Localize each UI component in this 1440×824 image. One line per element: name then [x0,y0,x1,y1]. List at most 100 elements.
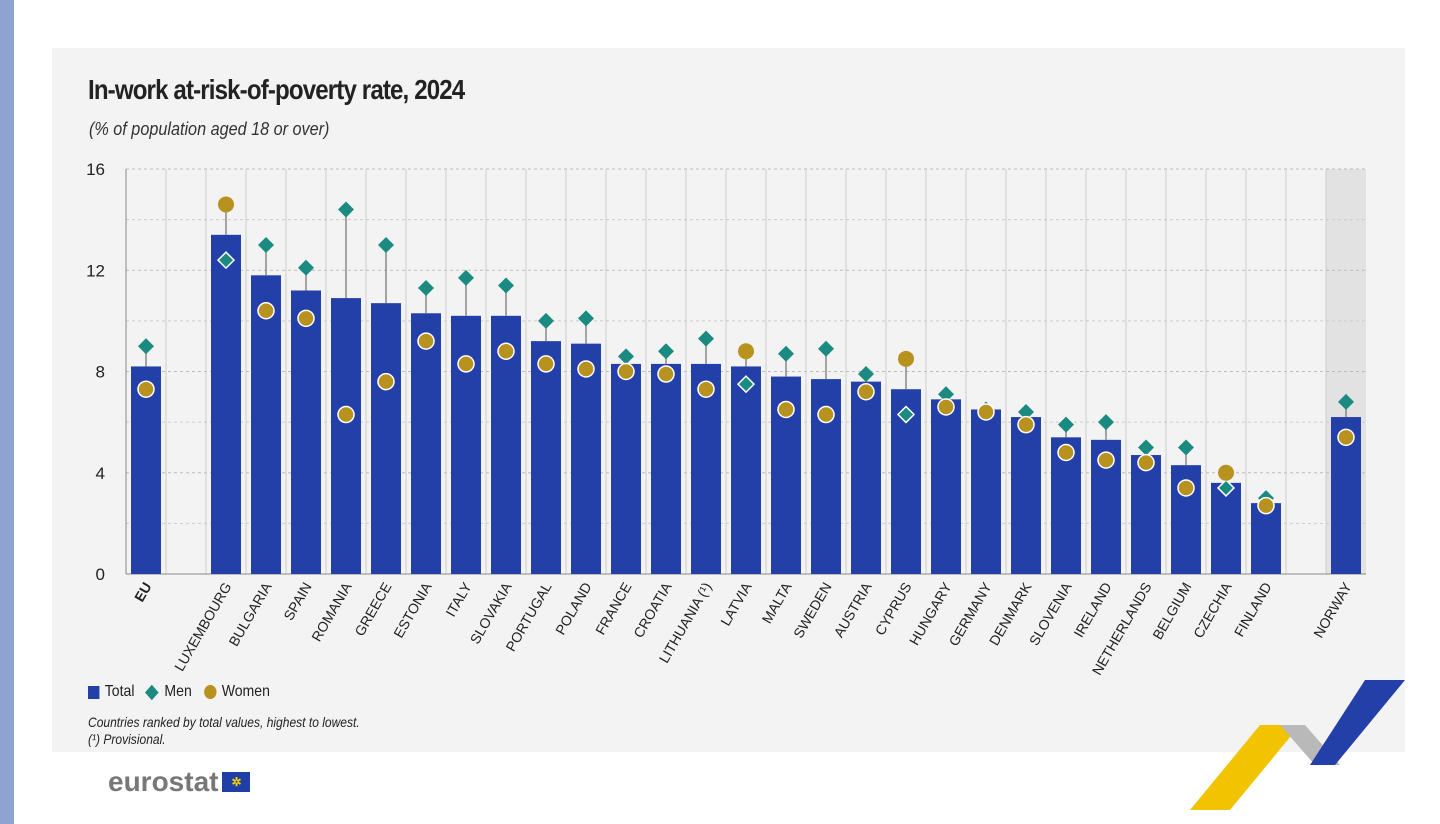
bar-total [531,341,561,574]
x-tick-label: LUXEMBOURG [171,580,235,674]
point-men [778,345,794,362]
y-tick-label: 0 [96,565,105,584]
x-tick-label: ITALY [442,579,475,619]
bar-total [651,363,681,574]
chart-subtitle: (% of population aged 18 or over) [89,119,330,139]
note-ranking: Countries ranked by total values, highes… [88,714,360,730]
bar-total [451,315,481,574]
point-women [1177,479,1195,497]
legend-men-swatch [144,684,159,700]
x-tick-label: FRANCE [592,580,635,638]
x-tick-label: EU [131,580,155,605]
point-women [337,405,355,424]
point-women [657,365,675,383]
point-women [1137,453,1155,472]
x-tick-label: FINLAND [1231,580,1275,640]
point-women [1218,464,1234,481]
y-tick-label: 4 [96,464,105,483]
legend-total-swatch [88,685,100,699]
point-women [697,380,715,398]
x-tick-label: AUSTRIA [830,579,875,640]
x-tick-label: CYPRUS [872,580,915,639]
point-men [698,330,714,347]
point-men [258,236,274,253]
point-women [1017,415,1035,434]
point-women [537,355,555,373]
point-women [1057,443,1075,462]
decorative-stripes [1190,680,1405,810]
point-men [1178,439,1194,456]
point-men [216,251,236,270]
note-provisional: (¹) Provisional. [88,731,166,747]
point-women [417,332,435,350]
point-women [1097,451,1115,469]
point-men [338,201,354,218]
point-men [938,386,954,403]
point-women [977,403,995,421]
point-women [738,343,754,360]
point-men [858,366,874,383]
point-women [297,309,315,328]
point-men [818,340,834,357]
point-men [618,348,634,365]
x-tick-label: GREECE [351,580,394,639]
y-tick-label: 12 [86,261,105,280]
x-tick-label: SPAIN [280,580,314,623]
bar-total [931,399,961,574]
point-men [1216,478,1236,497]
left-border [0,0,14,824]
legend-women: Women [221,683,270,700]
point-women [497,342,515,360]
point-men [418,279,434,296]
point-men [1098,414,1114,431]
chart-title: In-work at-risk-of-poverty rate, 2024 [88,74,465,105]
point-men [658,343,674,360]
point-men [1058,416,1074,433]
point-men [538,312,554,329]
x-tick-label: LATVIA [717,579,755,628]
bar-total [291,290,321,574]
x-tick-label: ROMANIA [308,579,355,644]
logo-text: eurostat [108,766,219,797]
legend-women-swatch [204,685,217,699]
bar-total [571,343,601,574]
point-women [817,405,835,424]
point-men [458,269,474,286]
point-women [617,362,635,381]
bar-total [131,366,161,574]
x-tick-label: MALTA [758,579,794,626]
bar-total [691,363,721,574]
point-men [578,310,594,327]
legend: Total Men Women [88,683,270,701]
point-men [298,259,314,276]
point-women [218,196,234,213]
bar-total [331,298,361,574]
x-tick-label: POLAND [552,580,595,638]
point-men [498,277,514,294]
x-tick-label: IRELAND [1070,580,1114,641]
point-men [896,405,916,424]
bar-total [611,363,641,574]
point-women [937,398,955,416]
point-men [1138,439,1154,456]
bar-total [971,409,1001,574]
bar-total [371,303,401,574]
eu-flag-icon: ✲ [222,772,251,792]
bar-total [851,381,881,574]
point-women [137,380,155,398]
point-women [257,302,275,320]
bar-total [211,234,241,574]
point-women [898,350,914,367]
bar-total [1211,482,1241,574]
legend-total: Total [104,683,135,700]
point-women [777,400,795,419]
bar-total [251,275,281,574]
x-tick-label: CZECHIA [1190,579,1235,641]
point-women [457,355,475,373]
point-women [577,360,595,378]
bar-total [731,366,761,574]
eurostat-logo: eurostat ✲ [108,766,251,798]
point-men [1018,404,1034,420]
point-women [1337,428,1355,447]
point-women [377,372,395,391]
